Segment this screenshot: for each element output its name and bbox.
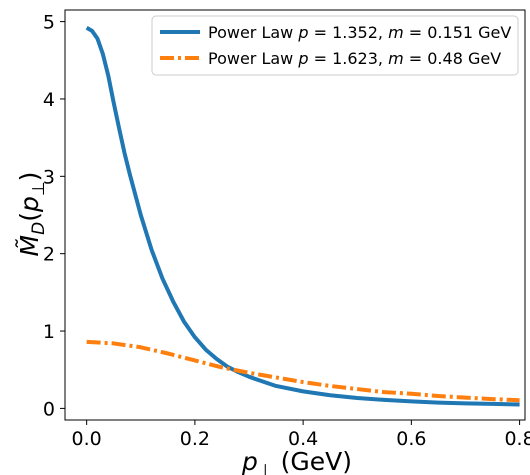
legend: Power Law p = 1.352, m = 0.151 GeV Power… (151, 15, 519, 76)
x-axis-label: p⊥ (GeV) (241, 447, 352, 475)
y-axis-label-paren-close: ) (15, 172, 44, 182)
legend-2-p: p (297, 49, 308, 68)
legend-box (151, 15, 519, 76)
x-tick-label: 0.8 (504, 428, 530, 450)
y-axis-label-group: M̃D(p⊥) (15, 172, 49, 257)
legend-1-p: p (297, 23, 308, 42)
y-tick-label: 4 (43, 89, 55, 111)
x-axis-label-p: p (241, 447, 258, 475)
y-axis-label-d: D (29, 222, 49, 235)
legend-2-m: m (388, 49, 404, 68)
plot-frame (64, 9, 526, 421)
y-tick-label: 0 (43, 398, 55, 420)
y-axis-label-p: p (15, 196, 44, 213)
x-axis-label-unit: (GeV) (273, 447, 352, 475)
legend-1-m: m (388, 23, 404, 42)
y-axis-label-paren-open: ( (15, 212, 44, 222)
y-tick-label: 1 (43, 321, 55, 343)
x-tick-label: 0.4 (288, 428, 318, 450)
y-axis-label: M̃D(p⊥) (15, 172, 49, 257)
y-axis-label-perp: ⊥ (29, 181, 49, 196)
y-tick-label: 2 (43, 244, 55, 266)
x-axis-label-perp: ⊥ (258, 461, 273, 475)
legend-label-series-1: Power Law p = 1.352, m = 0.151 GeV (208, 23, 511, 42)
x-tick-label: 0.2 (180, 428, 210, 450)
y-axis-label-m: M̃ (15, 235, 44, 257)
series-line-1 (85, 26, 520, 407)
y-tick-label: 5 (43, 12, 55, 34)
x-tick-label: 0.6 (396, 428, 426, 450)
legend-label-series-2: Power Law p = 1.623, m = 0.48 GeV (208, 49, 501, 68)
y-tick-label: 3 (43, 166, 55, 188)
ticks-layer: 0.0 0.2 0.4 0.6 0.8 0 1 2 3 4 5 (43, 12, 530, 450)
series-line-2 (86, 339, 520, 403)
series-layer (85, 26, 520, 407)
x-tick-label: 0.0 (72, 428, 102, 450)
